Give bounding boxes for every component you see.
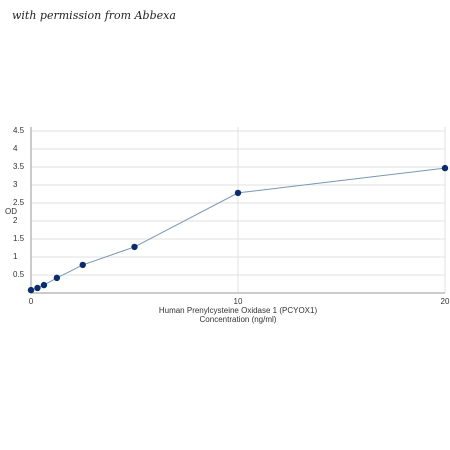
y-tick-label: 2.5 xyxy=(13,198,25,207)
data-point xyxy=(53,274,61,282)
data-point xyxy=(131,243,138,251)
y-tick-label: 4.5 xyxy=(13,126,25,135)
x-tick-label: 0 xyxy=(29,297,34,306)
data-point xyxy=(27,286,35,294)
data-point xyxy=(234,189,242,197)
x-tick-label: 10 xyxy=(234,297,243,306)
x-axis-label: Human Prenylcysteine Oxidase 1 (PCYOX1) xyxy=(159,306,318,315)
y-tick-label: 1.5 xyxy=(13,234,25,243)
data-point xyxy=(34,284,41,292)
y-tick-label: 0.5 xyxy=(13,270,25,279)
data-point xyxy=(40,281,48,289)
y-tick-label: 1 xyxy=(13,252,18,261)
x-tick-label: 20 xyxy=(441,297,450,306)
y-tick-label: 3.5 xyxy=(13,162,25,171)
y-tick-label: 4 xyxy=(13,144,18,153)
y-tick-label: 3 xyxy=(13,180,18,189)
y-tick-label: 2 xyxy=(13,216,18,225)
x-axis-label: Concentration (ng/ml) xyxy=(200,315,277,324)
watermark: with permission from Abbexa xyxy=(12,9,176,22)
data-point xyxy=(79,261,86,269)
data-point xyxy=(441,164,449,172)
y-axis-label: OD xyxy=(5,207,17,216)
